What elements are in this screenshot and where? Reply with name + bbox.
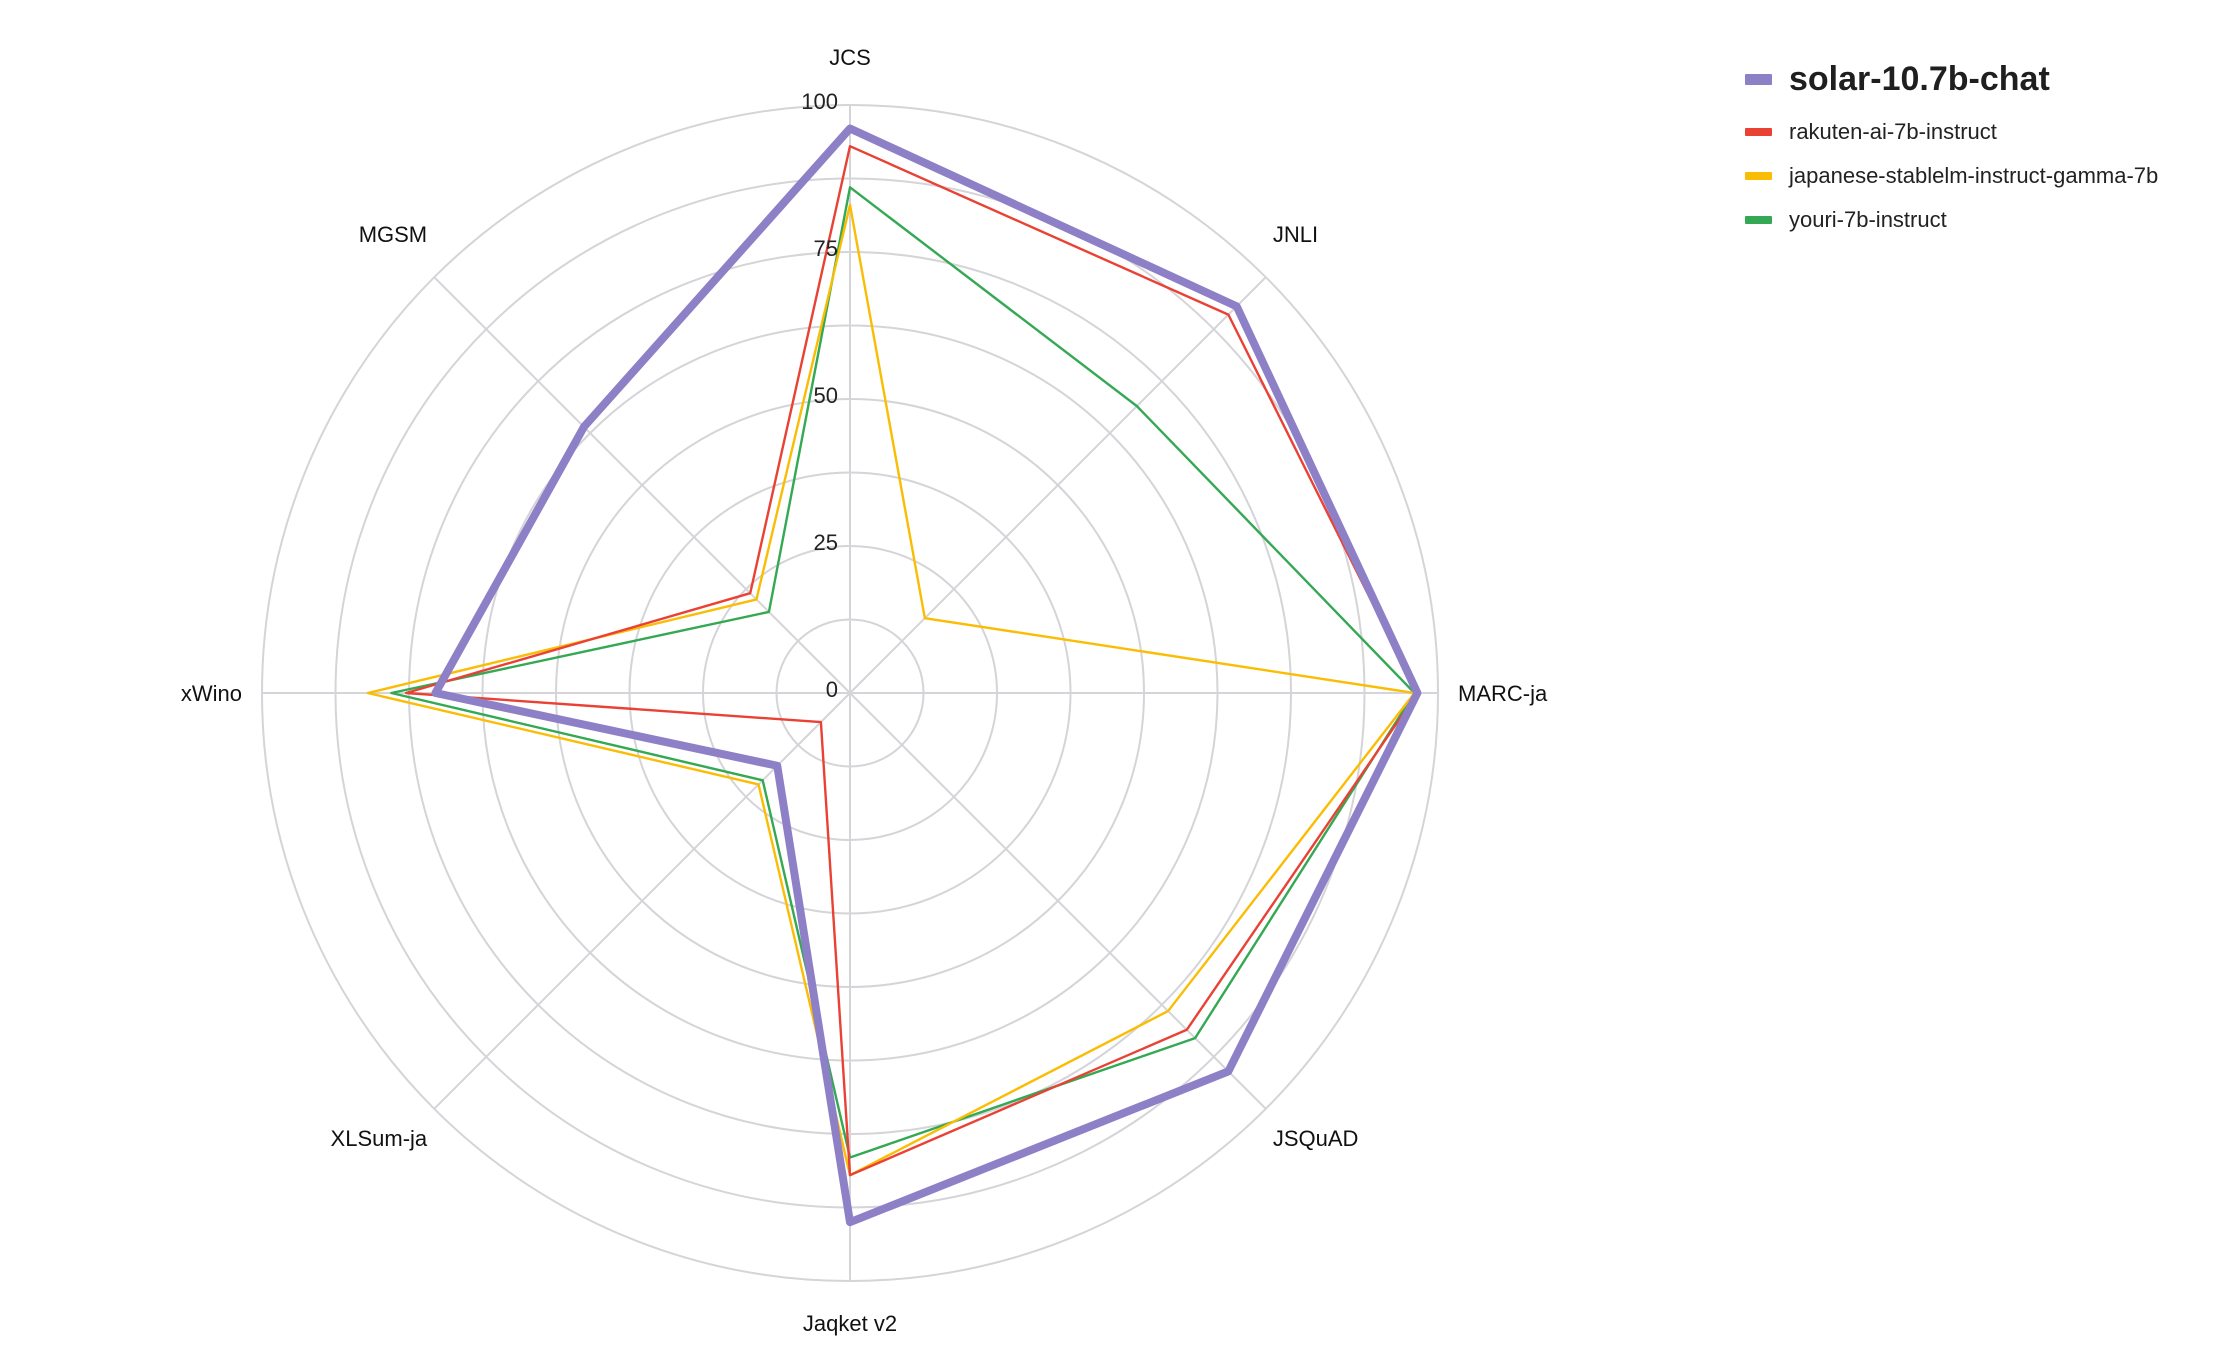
radial-tick-label: 75 bbox=[814, 236, 838, 261]
legend-item-youri-7b-instruct[interactable]: youri-7b-instruct bbox=[1745, 198, 2158, 242]
legend-label: youri-7b-instruct bbox=[1789, 207, 1947, 232]
legend-swatch bbox=[1745, 128, 1772, 136]
radar-labels: 0 25 50 75 100 JCS JNLI MARC-ja JSQuAD Jaqket v2 X… bbox=[181, 45, 1548, 1336]
axis-label-mgsm: MGSM bbox=[359, 222, 427, 247]
radar-series-group bbox=[366, 124, 1422, 1227]
legend-label: japanese-stablelm-instruct-gamma-7b bbox=[1789, 163, 2159, 188]
axis-label-jcs: JCS bbox=[829, 45, 871, 70]
axis-label-xwino: xWino bbox=[181, 681, 242, 706]
legend-swatch bbox=[1745, 172, 1772, 180]
grid-spoke-mgsm bbox=[433, 276, 851, 694]
axis-label-jnli: JNLI bbox=[1273, 222, 1318, 247]
grid-spoke-jsquad bbox=[849, 692, 1267, 1110]
radar-grid bbox=[261, 104, 1439, 1282]
grid-spoke-xlsum-ja bbox=[433, 692, 851, 1110]
legend-label: solar-10.7b-chat bbox=[1789, 59, 2050, 98]
series-line-solar-10-7b-chat bbox=[431, 124, 1422, 1227]
axis-label-xlsum-ja: XLSum-ja bbox=[331, 1126, 428, 1151]
axis-label-jsquad: JSQuAD bbox=[1273, 1126, 1359, 1151]
radial-tick-label: 50 bbox=[814, 383, 838, 408]
legend-item-rakuten-ai-7b-instruct[interactable]: rakuten-ai-7b-instruct bbox=[1745, 110, 2158, 154]
radial-tick-label: 0 bbox=[826, 677, 838, 702]
legend: solar-10.7b-chat rakuten-ai-7b-instruct ja… bbox=[1745, 48, 2158, 242]
axis-label-jaqket-v2: Jaqket v2 bbox=[803, 1311, 897, 1336]
axis-label-marc-ja: MARC-ja bbox=[1458, 681, 1548, 706]
series-line-rakuten-ai-7b-instruct bbox=[404, 144, 1419, 1177]
grid-spoke-jnli bbox=[849, 276, 1267, 694]
legend-swatch bbox=[1745, 216, 1772, 224]
legend-label: rakuten-ai-7b-instruct bbox=[1789, 119, 1997, 144]
legend-item-solar-10-7b-chat[interactable]: solar-10.7b-chat bbox=[1745, 48, 2158, 110]
radial-tick-label: 100 bbox=[801, 89, 838, 114]
legend-swatch bbox=[1745, 73, 1772, 85]
legend-item-japanese-stablelm-instruct-gamma-7b[interactable]: japanese-stablelm-instruct-gamma-7b bbox=[1745, 154, 2158, 198]
radial-tick-label: 25 bbox=[814, 530, 838, 555]
